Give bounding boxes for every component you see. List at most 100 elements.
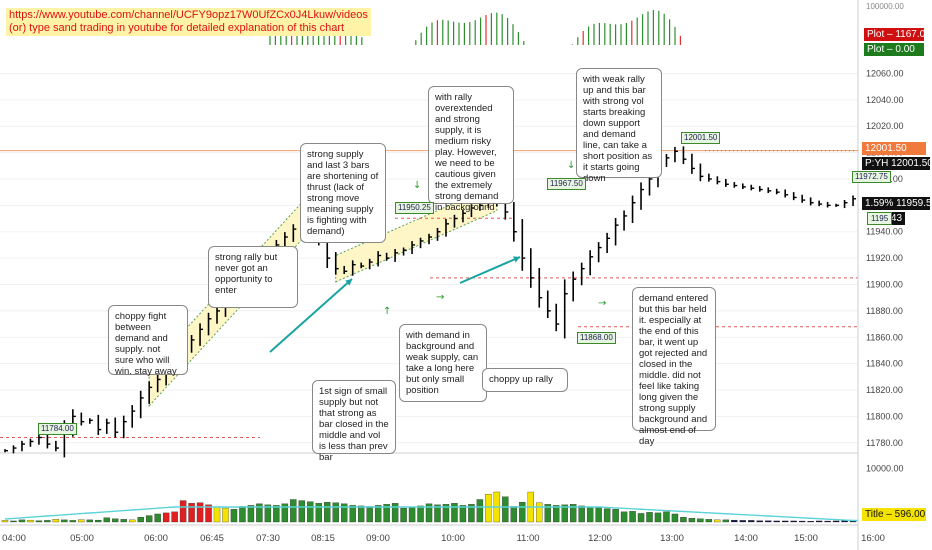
- note-demand-entered: demand entered but this bar held it. esp…: [632, 287, 716, 447]
- volume-bar: [510, 506, 518, 523]
- volume-bar: [222, 507, 229, 523]
- volume-bar: [646, 512, 653, 523]
- volume-bar: [281, 503, 289, 523]
- time-tick-label: 06:45: [200, 533, 224, 544]
- price-tick-label: 11920.00: [866, 253, 903, 263]
- volume-bar: [188, 503, 195, 523]
- watermark-line-2: (or) type sand trading in youtube for de…: [9, 22, 345, 34]
- price-tick-label: 12040.00: [866, 95, 904, 105]
- volume-bar: [341, 503, 348, 523]
- volume-bar: [714, 519, 721, 523]
- plot-red-tag: Plot – 1167.00: [864, 28, 931, 41]
- channel-watermark: https://www.youtube.com/channel/UCFY9opz…: [6, 8, 371, 36]
- price-tick-label: 11800.00: [866, 411, 903, 421]
- flag-11967: 11967.50: [547, 178, 586, 190]
- volume-bar: [561, 504, 568, 523]
- last-price-value: 11959.50: [896, 198, 932, 209]
- flag-12001: 12001.50: [681, 132, 721, 144]
- volume-bar: [332, 502, 339, 523]
- price-tick-label: 11880.00: [866, 306, 903, 316]
- volume-bar: [18, 519, 26, 523]
- price-tick-label: 11780.00: [866, 438, 903, 448]
- volume-bar: [145, 515, 153, 523]
- volume-bar: [137, 517, 144, 523]
- trend-arrow-1-head: [345, 279, 352, 286]
- volume-bar: [349, 505, 356, 523]
- volume-bar: [264, 504, 272, 523]
- pct-tag: 1.59% 11959.50: [862, 197, 932, 210]
- volume-bar: [765, 520, 772, 523]
- volume-bar: [756, 520, 763, 523]
- volume-bar: [239, 506, 246, 523]
- signal-arrow: →: [436, 292, 444, 303]
- time-tick-label: 04:00: [2, 533, 26, 544]
- price-tick-label: 11940.00: [866, 227, 903, 237]
- volume-bar: [637, 513, 645, 523]
- volume-bar: [44, 520, 51, 523]
- volume-bar: [536, 502, 543, 523]
- price-tick-label: 11860.00: [866, 332, 903, 342]
- flag-11972: 11972.75: [852, 171, 891, 183]
- volume-bar: [629, 511, 636, 523]
- volume-bar: [663, 511, 670, 523]
- time-tick-label: 16:00: [861, 533, 885, 544]
- volume-bar: [705, 519, 713, 523]
- volume-bar: [671, 513, 679, 523]
- volume-bar: [586, 506, 594, 523]
- volume-bar: [798, 520, 806, 523]
- volume-bar: [357, 505, 365, 523]
- price-tick-label: 11900.00: [866, 279, 903, 289]
- volume-bar: [807, 520, 814, 523]
- volume-bar: [307, 501, 314, 523]
- volume-bar: [78, 519, 85, 523]
- volume-bar: [485, 493, 492, 523]
- time-tick-label: 13:00: [660, 533, 684, 544]
- volume-bar: [374, 505, 382, 523]
- volume-bar: [417, 505, 424, 523]
- trend-arrow-2-head: [513, 256, 520, 263]
- volume-bar: [502, 496, 509, 523]
- volume-bar: [680, 517, 687, 523]
- volume-bar: [824, 520, 831, 523]
- signal-arrow: →: [598, 298, 606, 309]
- volume-bar: [731, 519, 738, 523]
- oscillator-top-label: 100000.00: [866, 2, 904, 11]
- volume-bar: [425, 503, 433, 523]
- volume-bar: [27, 519, 34, 523]
- price-axis-panel: [858, 0, 932, 550]
- price-orange-tag: 12001.50: [862, 142, 926, 155]
- volume-bar: [196, 502, 204, 523]
- price-tick-label: 11820.00: [866, 385, 903, 395]
- volume-bar: [434, 504, 441, 523]
- volume-bar: [129, 519, 136, 523]
- volume-bar: [154, 513, 161, 523]
- note-first-supply: 1st sign of small supply but not that st…: [312, 380, 396, 463]
- volume-bar: [298, 500, 306, 523]
- volume-bar: [179, 500, 187, 523]
- volume-bar: [112, 518, 119, 523]
- volume-bar: [213, 506, 221, 523]
- volume-bar: [69, 520, 77, 523]
- volume-bar: [1, 520, 9, 523]
- note-rally-overextended: with rally overextended and strong suppl…: [428, 86, 514, 213]
- volume-bar: [247, 505, 255, 523]
- volume-bar: [442, 504, 450, 523]
- volume-bar: [451, 503, 458, 523]
- pyh-label: P:YH: [865, 158, 889, 169]
- volume-tick-label: 10000.00: [866, 463, 904, 473]
- volume-bar: [400, 507, 407, 523]
- pct-value: 1.59%: [865, 198, 894, 209]
- note-demand-background: with demand in background and weak suppl…: [399, 324, 487, 402]
- volume-bar: [519, 502, 526, 523]
- volume-bar: [61, 519, 68, 523]
- volume-bar: [688, 518, 696, 523]
- volume-bar: [832, 520, 840, 523]
- volume-bar: [10, 520, 17, 523]
- small-right-flag: 1195: [867, 212, 893, 225]
- volume-bar: [612, 508, 619, 523]
- volume-bar: [256, 503, 263, 523]
- pyh-tag: P:YH 12001.50: [862, 157, 932, 170]
- volume-bar: [544, 504, 551, 523]
